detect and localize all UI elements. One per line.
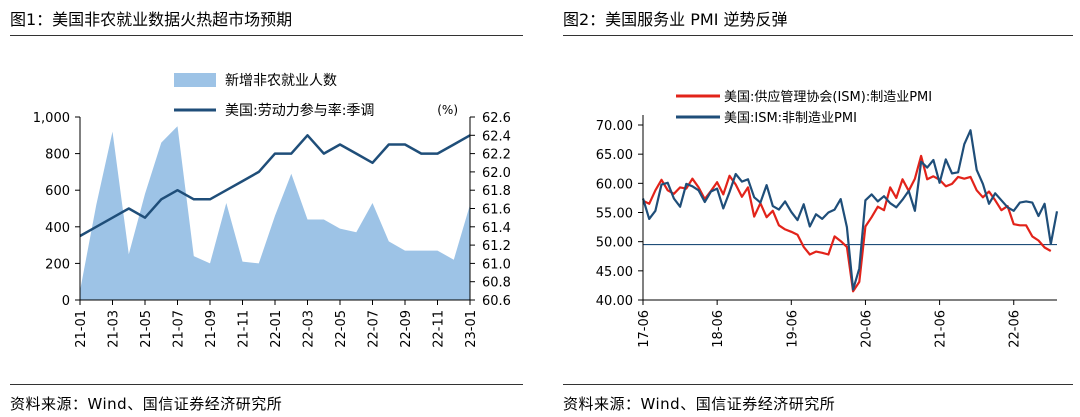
x-tick-label: 21-01: [74, 310, 89, 348]
y-tick-label: 50.00: [596, 236, 633, 251]
right-y-tick-label: 61.8: [482, 184, 511, 199]
y-tick-label: 40.00: [596, 294, 633, 309]
legend-label-nonfarm-payrolls: 新增非农就业人数: [225, 73, 337, 89]
right-y-tick-label: 61.0: [482, 257, 511, 272]
y-tick-label: 55.00: [596, 207, 633, 222]
x-tick-label: 22-09: [399, 310, 414, 348]
right-y-tick-label: 62.6: [482, 111, 511, 126]
left-source-rule: [10, 384, 523, 385]
x-tick-label: 22-03: [302, 310, 317, 348]
x-tick-label: 21-06: [934, 310, 949, 348]
x-tick-label: 21-03: [107, 310, 122, 348]
left-chart-title: 图1：美国非农就业数据火热超市场预期: [10, 10, 293, 29]
x-tick-label: 22-01: [269, 310, 284, 348]
right-y-tick-label: 60.8: [482, 276, 511, 291]
right-source-note: 资料来源：Wind、国信证券经济研究所: [563, 395, 836, 413]
left-y-tick-label: 400: [45, 221, 70, 236]
x-tick-label: 18-06: [711, 310, 726, 348]
left-source-note: 资料来源：Wind、国信证券经济研究所: [10, 395, 283, 413]
left-y-tick-label: 800: [45, 148, 70, 163]
right-y-tick-label: 60.6: [482, 294, 511, 309]
legend-label-participation-rate: 美国:劳动力参与率:季调: [225, 102, 374, 119]
left-y-tick-label: 600: [45, 184, 70, 199]
legend-label-ism-non-manufacturing-pmi: 美国:ISM:非制造业PMI: [724, 111, 857, 126]
right-y-tick-label: 62.0: [482, 166, 511, 181]
left-title-rule: [10, 35, 523, 36]
series-line-ism-non-manufacturing-pmi: [641, 129, 1059, 291]
right-chart-title: 图2：美国服务业 PMI 逆势反弹: [563, 10, 788, 29]
right-y-unit-label: (%): [437, 103, 458, 117]
left-y-tick-label: 200: [45, 257, 70, 272]
left-y-tick-label: 1,000: [33, 111, 70, 126]
x-tick-label: 21-09: [204, 310, 219, 348]
x-tick-label: 17-06: [637, 310, 652, 348]
legend-label-ism-manufacturing-pmi: 美国:供应管理协会(ISM):制造业PMI: [724, 89, 932, 105]
x-tick-label: 22-05: [334, 310, 349, 348]
right-y-tick-label: 62.2: [482, 148, 511, 163]
x-tick-label: 23-01: [464, 310, 479, 348]
y-tick-label: 60.00: [596, 177, 633, 192]
y-tick-label: 65.00: [596, 148, 633, 163]
right-y-tick-label: 61.2: [482, 239, 511, 254]
x-tick-label: 19-06: [785, 310, 800, 348]
right-y-tick-label: 62.4: [482, 129, 511, 144]
y-tick-label: 45.00: [596, 265, 633, 280]
y-tick-label: 70.00: [596, 119, 633, 134]
right-y-tick-label: 61.6: [482, 203, 511, 218]
series-area-nonfarm-payrolls: [80, 126, 470, 300]
x-tick-label: 21-11: [237, 310, 252, 348]
x-tick-label: 20-06: [859, 310, 874, 348]
legend-swatch-nonfarm-payrolls: [174, 73, 216, 87]
x-tick-label: 21-05: [139, 310, 154, 348]
x-tick-label: 21-07: [172, 310, 187, 348]
x-tick-label: 22-11: [432, 310, 447, 348]
right-title-rule: [563, 35, 1073, 36]
x-tick-label: 22-07: [367, 310, 382, 348]
left-y-tick-label: 0: [62, 294, 70, 309]
right-y-tick-label: 61.4: [482, 221, 511, 236]
right-source-rule: [563, 384, 1073, 385]
x-tick-label: 22-06: [1008, 310, 1023, 348]
series-line-participation-rate: [79, 134, 471, 238]
